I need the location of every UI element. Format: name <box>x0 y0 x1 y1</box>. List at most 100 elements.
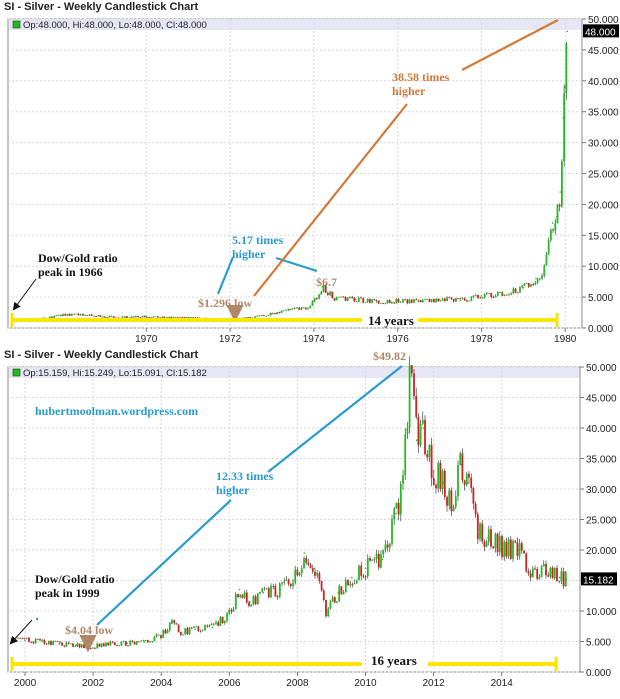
candle-body <box>258 315 261 317</box>
candle-body <box>536 279 539 283</box>
candle-body <box>457 298 460 299</box>
candle-body <box>521 285 524 287</box>
data-point <box>551 222 554 224</box>
candle-body <box>309 305 312 308</box>
candle-body <box>545 563 547 576</box>
candle-body <box>397 502 400 515</box>
candle-body <box>377 300 380 304</box>
data-point <box>556 215 558 218</box>
candle-body <box>364 302 367 304</box>
y-tick-label: 0.000 <box>586 668 611 679</box>
candle-body <box>56 640 59 642</box>
candle-body <box>112 316 115 318</box>
y-tick-label: 30.000 <box>588 139 619 150</box>
candle-body <box>315 298 318 299</box>
data-point <box>262 591 265 594</box>
x-tick-label: 2010 <box>354 678 377 689</box>
data-point <box>438 298 441 301</box>
candle-body <box>219 616 222 626</box>
candle-body <box>421 299 424 303</box>
candle-body <box>127 645 129 647</box>
candle-body <box>459 453 462 466</box>
y-tick-label: 35.000 <box>588 108 619 119</box>
candle-body <box>171 620 173 624</box>
candle-body <box>417 416 420 446</box>
annotation-line <box>267 365 403 473</box>
data-point <box>449 506 452 509</box>
candle-body <box>325 599 327 617</box>
ohlc-legend: Op:15.159, Hi:15.249, Lo:15.091, Cl:15.1… <box>12 368 207 379</box>
data-point <box>82 313 85 316</box>
candle-body <box>428 444 431 458</box>
candle-body <box>382 303 384 305</box>
annotation-text: $6.7 <box>316 275 337 289</box>
candle-body <box>311 568 314 572</box>
candle-body <box>322 590 325 600</box>
data-point <box>103 315 106 318</box>
candle-body <box>443 298 446 301</box>
candle-body <box>272 585 275 587</box>
candle-body <box>388 543 391 548</box>
candle-body <box>351 583 354 585</box>
candle-body <box>331 291 334 299</box>
candle-body <box>360 565 363 576</box>
candle-body <box>294 569 297 583</box>
data-point <box>565 578 568 581</box>
candle-body <box>547 575 550 577</box>
candle-body <box>186 628 189 634</box>
candle-body <box>150 317 153 319</box>
data-point <box>337 591 340 594</box>
data-point <box>75 644 77 646</box>
candle-body <box>329 291 331 295</box>
data-point <box>145 315 148 318</box>
candle-body <box>514 540 517 543</box>
annotation-text: 38.58 times <box>392 70 450 84</box>
candle-body <box>358 565 360 581</box>
candle-body <box>560 571 563 582</box>
candle-body <box>194 317 197 319</box>
candle-body <box>86 315 89 316</box>
candle-body <box>262 315 265 317</box>
candle-body <box>461 298 464 300</box>
data-point <box>271 312 273 315</box>
last-value-box <box>583 24 619 38</box>
candle-body <box>199 630 202 632</box>
annotation-text: 5.17 times <box>232 233 284 247</box>
candle-body <box>19 637 22 639</box>
candle-body <box>481 523 484 542</box>
candle-body <box>322 285 325 292</box>
candle-body <box>424 299 426 301</box>
candle-body <box>485 541 488 547</box>
candle-body <box>552 229 554 231</box>
candle-body <box>439 300 442 302</box>
candle-body <box>503 294 506 296</box>
data-point <box>180 631 183 634</box>
candle-body <box>479 523 481 540</box>
y-tick-label: 15.000 <box>588 231 619 242</box>
candle-body <box>512 540 514 559</box>
candle-body <box>193 627 195 629</box>
candle-body <box>347 580 349 586</box>
candle-body <box>452 506 455 512</box>
candle-body <box>280 310 283 313</box>
data-point <box>480 295 483 297</box>
candle-body <box>368 298 371 303</box>
candle-body <box>386 544 389 548</box>
candle-body <box>437 298 440 302</box>
data-point <box>487 537 489 539</box>
candle-body <box>344 296 347 301</box>
candle-body <box>333 597 336 603</box>
candle-body <box>536 568 539 579</box>
candle-body <box>108 315 111 318</box>
candle-body <box>565 43 568 94</box>
candle-body <box>188 627 191 634</box>
candle-body <box>505 541 508 557</box>
candle-body <box>336 601 338 603</box>
annotation-text: $4.04 low <box>65 623 113 637</box>
candle-body <box>483 541 486 547</box>
candle-body <box>80 644 83 648</box>
candle-body <box>446 496 448 506</box>
candle-body <box>549 229 552 241</box>
candle-body <box>51 316 53 318</box>
x-tick-label: 2014 <box>491 678 514 689</box>
